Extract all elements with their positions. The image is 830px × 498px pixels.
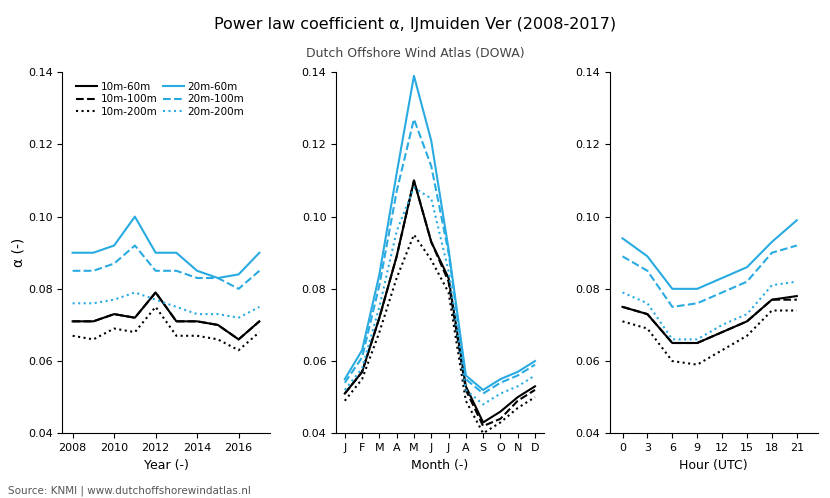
Text: Power law coefficient α, IJmuiden Ver (2008-2017): Power law coefficient α, IJmuiden Ver (2… (214, 17, 616, 32)
X-axis label: Hour (UTC): Hour (UTC) (680, 459, 748, 472)
X-axis label: Year (-): Year (-) (144, 459, 188, 472)
X-axis label: Month (-): Month (-) (412, 459, 468, 472)
Text: Source: KNMI | www.dutchoffshorewindatlas.nl: Source: KNMI | www.dutchoffshorewindatla… (8, 485, 251, 496)
Legend: 10m-60m, 10m-100m, 10m-200m, 20m-60m, 20m-100m, 20m-200m: 10m-60m, 10m-100m, 10m-200m, 20m-60m, 20… (71, 77, 249, 121)
Text: Dutch Offshore Wind Atlas (DOWA): Dutch Offshore Wind Atlas (DOWA) (305, 47, 525, 60)
Y-axis label: α (-): α (-) (11, 238, 25, 267)
